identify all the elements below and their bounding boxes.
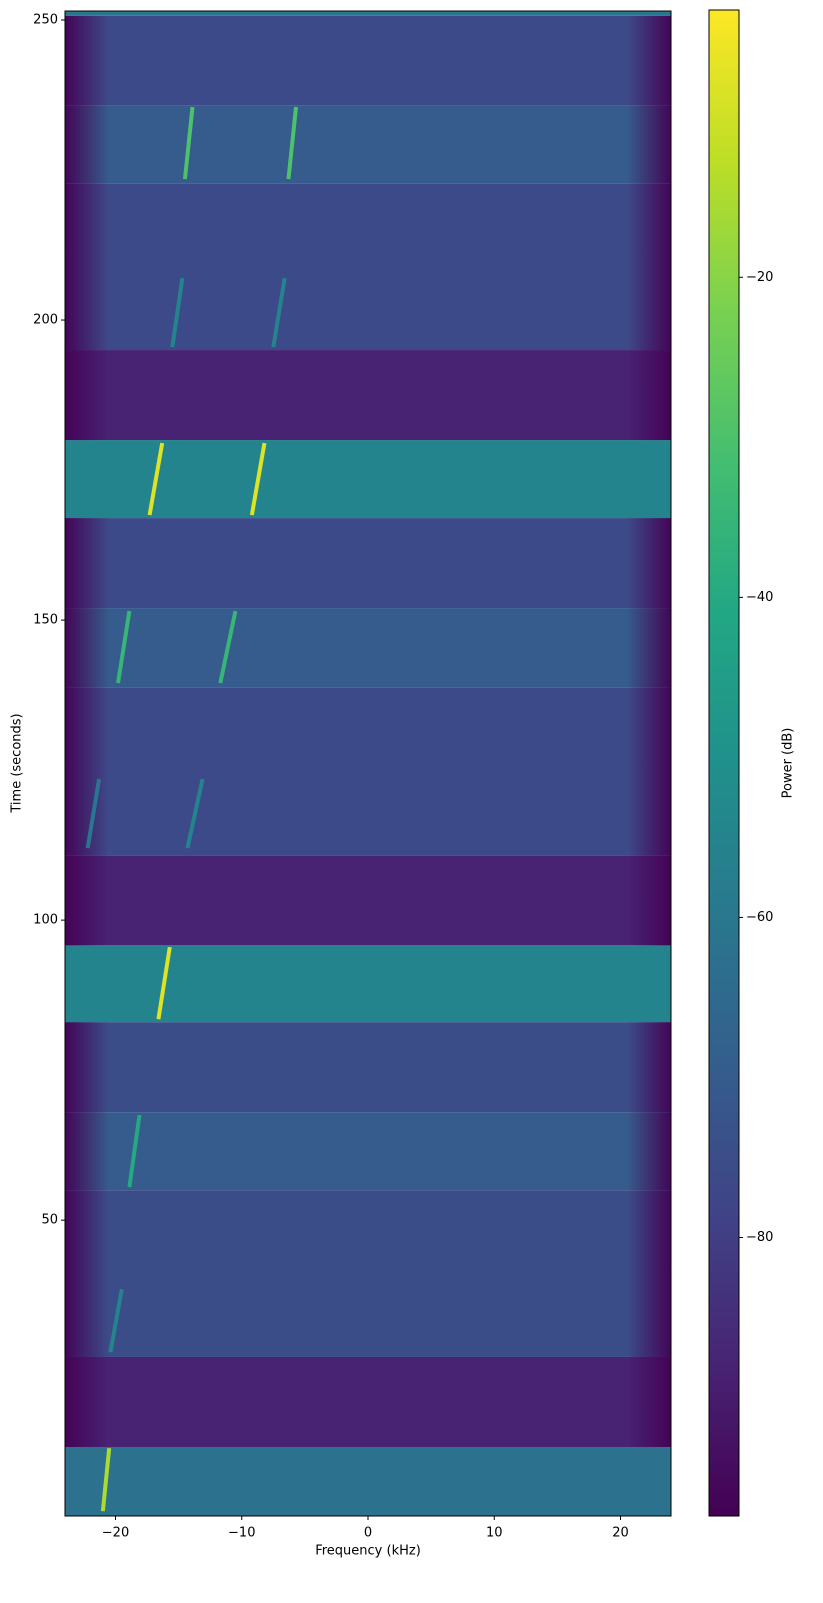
chirp-track bbox=[218, 610, 238, 684]
spectrogram-band bbox=[65, 687, 671, 856]
band-edge bbox=[65, 1356, 110, 1447]
chirp-track bbox=[85, 778, 102, 849]
spectrogram-band bbox=[65, 15, 671, 106]
band-edge bbox=[65, 15, 110, 106]
band-edge bbox=[626, 15, 671, 106]
chirp-track bbox=[182, 106, 195, 180]
y-axis-label: Time (seconds) bbox=[10, 713, 25, 813]
spectrogram-band bbox=[65, 1112, 671, 1191]
x-tick-label: 20 bbox=[612, 1526, 629, 1541]
band-edge bbox=[65, 1022, 110, 1113]
plot-area bbox=[65, 11, 671, 1516]
y-tick-label: 50 bbox=[41, 1213, 58, 1228]
spectrogram-band bbox=[65, 1446, 671, 1516]
x-tick-label: 0 bbox=[364, 1526, 372, 1541]
chirp-track bbox=[271, 277, 287, 348]
spectrogram-band bbox=[65, 350, 671, 441]
spectrogram-band bbox=[65, 1356, 671, 1447]
y-tick-label: 250 bbox=[33, 13, 58, 28]
chirp-track bbox=[286, 106, 299, 180]
spectrogram-band bbox=[65, 1190, 671, 1357]
spectrogram-band bbox=[65, 183, 671, 351]
spectrogram-band bbox=[65, 518, 671, 609]
colorbar-tick-label: −60 bbox=[746, 910, 773, 925]
spectrogram-band bbox=[65, 1022, 671, 1113]
chirp-track bbox=[108, 1288, 124, 1353]
chirp-track bbox=[116, 610, 132, 684]
band-edge bbox=[626, 1356, 671, 1447]
colorbar-tick-label: −80 bbox=[746, 1230, 773, 1245]
spectrogram-band bbox=[65, 945, 671, 1023]
band-edge bbox=[626, 518, 671, 609]
chirp-track bbox=[185, 778, 205, 849]
x-tick-label: −20 bbox=[102, 1526, 129, 1541]
y-tick-label: 100 bbox=[33, 913, 58, 928]
spectrogram-band bbox=[65, 855, 671, 946]
spectrogram-band bbox=[65, 608, 671, 688]
band-edge bbox=[65, 855, 110, 946]
band-edge bbox=[626, 1112, 671, 1191]
band-edge bbox=[626, 855, 671, 946]
colorbar bbox=[708, 9, 740, 1517]
band-edge bbox=[65, 105, 110, 184]
band-edge bbox=[65, 350, 110, 441]
chirp-track bbox=[147, 442, 165, 516]
band-edge bbox=[65, 183, 110, 351]
chirp-track bbox=[100, 1447, 112, 1512]
spectrogram-band bbox=[65, 440, 671, 519]
band-edge bbox=[626, 687, 671, 856]
y-tick-label: 200 bbox=[33, 313, 58, 328]
band-edge bbox=[626, 350, 671, 441]
chirp-track bbox=[170, 277, 185, 348]
x-tick-label: 10 bbox=[486, 1526, 503, 1541]
y-tick-label: 150 bbox=[33, 613, 58, 628]
x-tick-label: −10 bbox=[228, 1526, 255, 1541]
chirp-track bbox=[156, 946, 172, 1020]
band-edge bbox=[626, 608, 671, 688]
band-edge bbox=[626, 1022, 671, 1113]
chirp-track bbox=[127, 1114, 142, 1188]
band-edge bbox=[65, 518, 110, 609]
band-edge bbox=[65, 687, 110, 856]
band-edge bbox=[626, 183, 671, 351]
colorbar-tick-label: −20 bbox=[746, 270, 773, 285]
band-edge bbox=[65, 608, 110, 688]
band-edge bbox=[626, 1190, 671, 1357]
band-edge bbox=[65, 1190, 110, 1357]
band-edge bbox=[65, 1112, 110, 1191]
x-axis-label: Frequency (kHz) bbox=[315, 1544, 421, 1559]
chirp-track bbox=[249, 442, 267, 516]
spectrogram-band bbox=[65, 11, 671, 16]
spectrogram-band bbox=[65, 105, 671, 184]
band-edge bbox=[626, 105, 671, 184]
colorbar-label: Power (dB) bbox=[781, 728, 796, 799]
colorbar-tick-label: −40 bbox=[746, 590, 773, 605]
